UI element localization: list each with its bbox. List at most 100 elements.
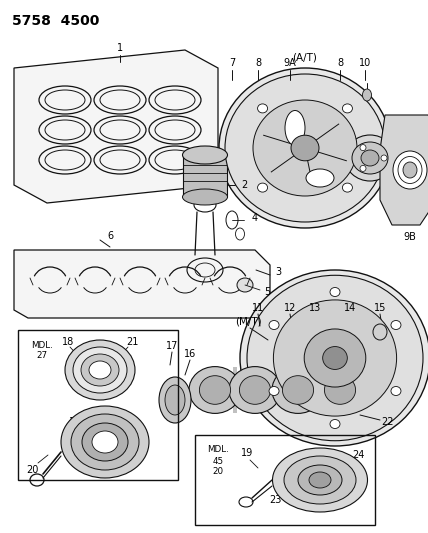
Text: 2: 2: [241, 180, 247, 190]
Text: 5: 5: [264, 287, 270, 297]
Text: 3: 3: [275, 267, 281, 277]
Ellipse shape: [258, 183, 268, 192]
Ellipse shape: [253, 100, 357, 196]
Text: 23: 23: [269, 495, 281, 505]
Polygon shape: [14, 250, 270, 318]
Ellipse shape: [403, 162, 417, 178]
Ellipse shape: [159, 377, 191, 423]
Polygon shape: [276, 367, 277, 414]
Ellipse shape: [61, 406, 149, 478]
Polygon shape: [233, 367, 237, 414]
Text: 12: 12: [284, 303, 296, 313]
Ellipse shape: [225, 74, 385, 222]
Ellipse shape: [393, 151, 427, 189]
Text: 24: 24: [352, 450, 364, 460]
Text: 11: 11: [252, 303, 264, 313]
Ellipse shape: [304, 329, 366, 387]
Text: 18: 18: [62, 337, 74, 347]
Ellipse shape: [71, 414, 139, 470]
Ellipse shape: [199, 376, 231, 405]
Ellipse shape: [381, 155, 387, 161]
Text: 17: 17: [166, 341, 178, 351]
Ellipse shape: [342, 183, 352, 192]
Ellipse shape: [81, 354, 119, 386]
Ellipse shape: [73, 347, 127, 393]
Polygon shape: [14, 50, 218, 203]
Bar: [195, 435, 375, 525]
Text: (A/T): (A/T): [293, 53, 318, 63]
Ellipse shape: [247, 275, 423, 441]
Ellipse shape: [361, 150, 379, 166]
Ellipse shape: [345, 135, 395, 181]
Text: 16: 16: [184, 349, 196, 359]
Ellipse shape: [291, 135, 319, 161]
Polygon shape: [318, 367, 320, 414]
Text: 10: 10: [359, 58, 371, 68]
Text: 14: 14: [344, 303, 356, 313]
Bar: [18, 330, 178, 480]
Text: 1: 1: [117, 43, 123, 53]
Text: 6: 6: [107, 231, 113, 241]
Ellipse shape: [306, 169, 334, 187]
Ellipse shape: [273, 300, 397, 416]
Ellipse shape: [182, 146, 228, 164]
Text: 15: 15: [374, 303, 386, 313]
Text: 20: 20: [212, 467, 223, 477]
Ellipse shape: [324, 376, 356, 405]
Ellipse shape: [182, 189, 228, 205]
Ellipse shape: [352, 142, 388, 174]
Ellipse shape: [240, 270, 428, 446]
Ellipse shape: [229, 367, 281, 414]
Ellipse shape: [360, 165, 366, 172]
Ellipse shape: [189, 367, 241, 414]
Ellipse shape: [273, 448, 368, 512]
Ellipse shape: [285, 110, 305, 146]
Text: 22: 22: [382, 417, 394, 427]
Ellipse shape: [284, 456, 356, 504]
Ellipse shape: [314, 367, 366, 414]
Text: (M/T): (M/T): [235, 317, 262, 327]
FancyBboxPatch shape: [183, 155, 227, 197]
Ellipse shape: [272, 367, 324, 414]
Ellipse shape: [330, 419, 340, 429]
Text: 21: 21: [126, 337, 138, 347]
Text: 13: 13: [309, 303, 321, 313]
Text: MDL.: MDL.: [31, 341, 53, 350]
Ellipse shape: [239, 376, 270, 405]
Text: 7: 7: [229, 58, 235, 68]
Text: 19: 19: [69, 417, 81, 427]
Text: 45: 45: [212, 456, 223, 465]
Text: 4: 4: [252, 213, 258, 223]
Text: 8: 8: [255, 58, 261, 68]
Text: 27: 27: [36, 351, 48, 360]
Ellipse shape: [330, 287, 340, 296]
Ellipse shape: [89, 361, 111, 379]
Text: 5758  4500: 5758 4500: [12, 14, 99, 28]
Ellipse shape: [65, 340, 135, 400]
Text: 20: 20: [26, 465, 38, 475]
Ellipse shape: [342, 104, 352, 113]
Ellipse shape: [269, 320, 279, 329]
Text: 9A: 9A: [284, 58, 296, 68]
Ellipse shape: [258, 104, 268, 113]
Text: 19: 19: [241, 448, 253, 458]
Ellipse shape: [269, 386, 279, 395]
Ellipse shape: [363, 89, 372, 101]
Ellipse shape: [82, 423, 128, 461]
Text: 9B: 9B: [404, 232, 416, 242]
Ellipse shape: [165, 385, 185, 415]
Ellipse shape: [219, 68, 391, 228]
Polygon shape: [380, 115, 428, 225]
Text: MDL.: MDL.: [207, 446, 229, 455]
Ellipse shape: [237, 278, 253, 292]
Ellipse shape: [282, 376, 314, 405]
Ellipse shape: [360, 144, 366, 151]
Ellipse shape: [323, 346, 347, 369]
Ellipse shape: [391, 386, 401, 395]
Ellipse shape: [92, 431, 118, 453]
Text: 8: 8: [337, 58, 343, 68]
Ellipse shape: [391, 320, 401, 329]
Ellipse shape: [298, 465, 342, 495]
Ellipse shape: [309, 472, 331, 488]
Ellipse shape: [373, 324, 387, 340]
